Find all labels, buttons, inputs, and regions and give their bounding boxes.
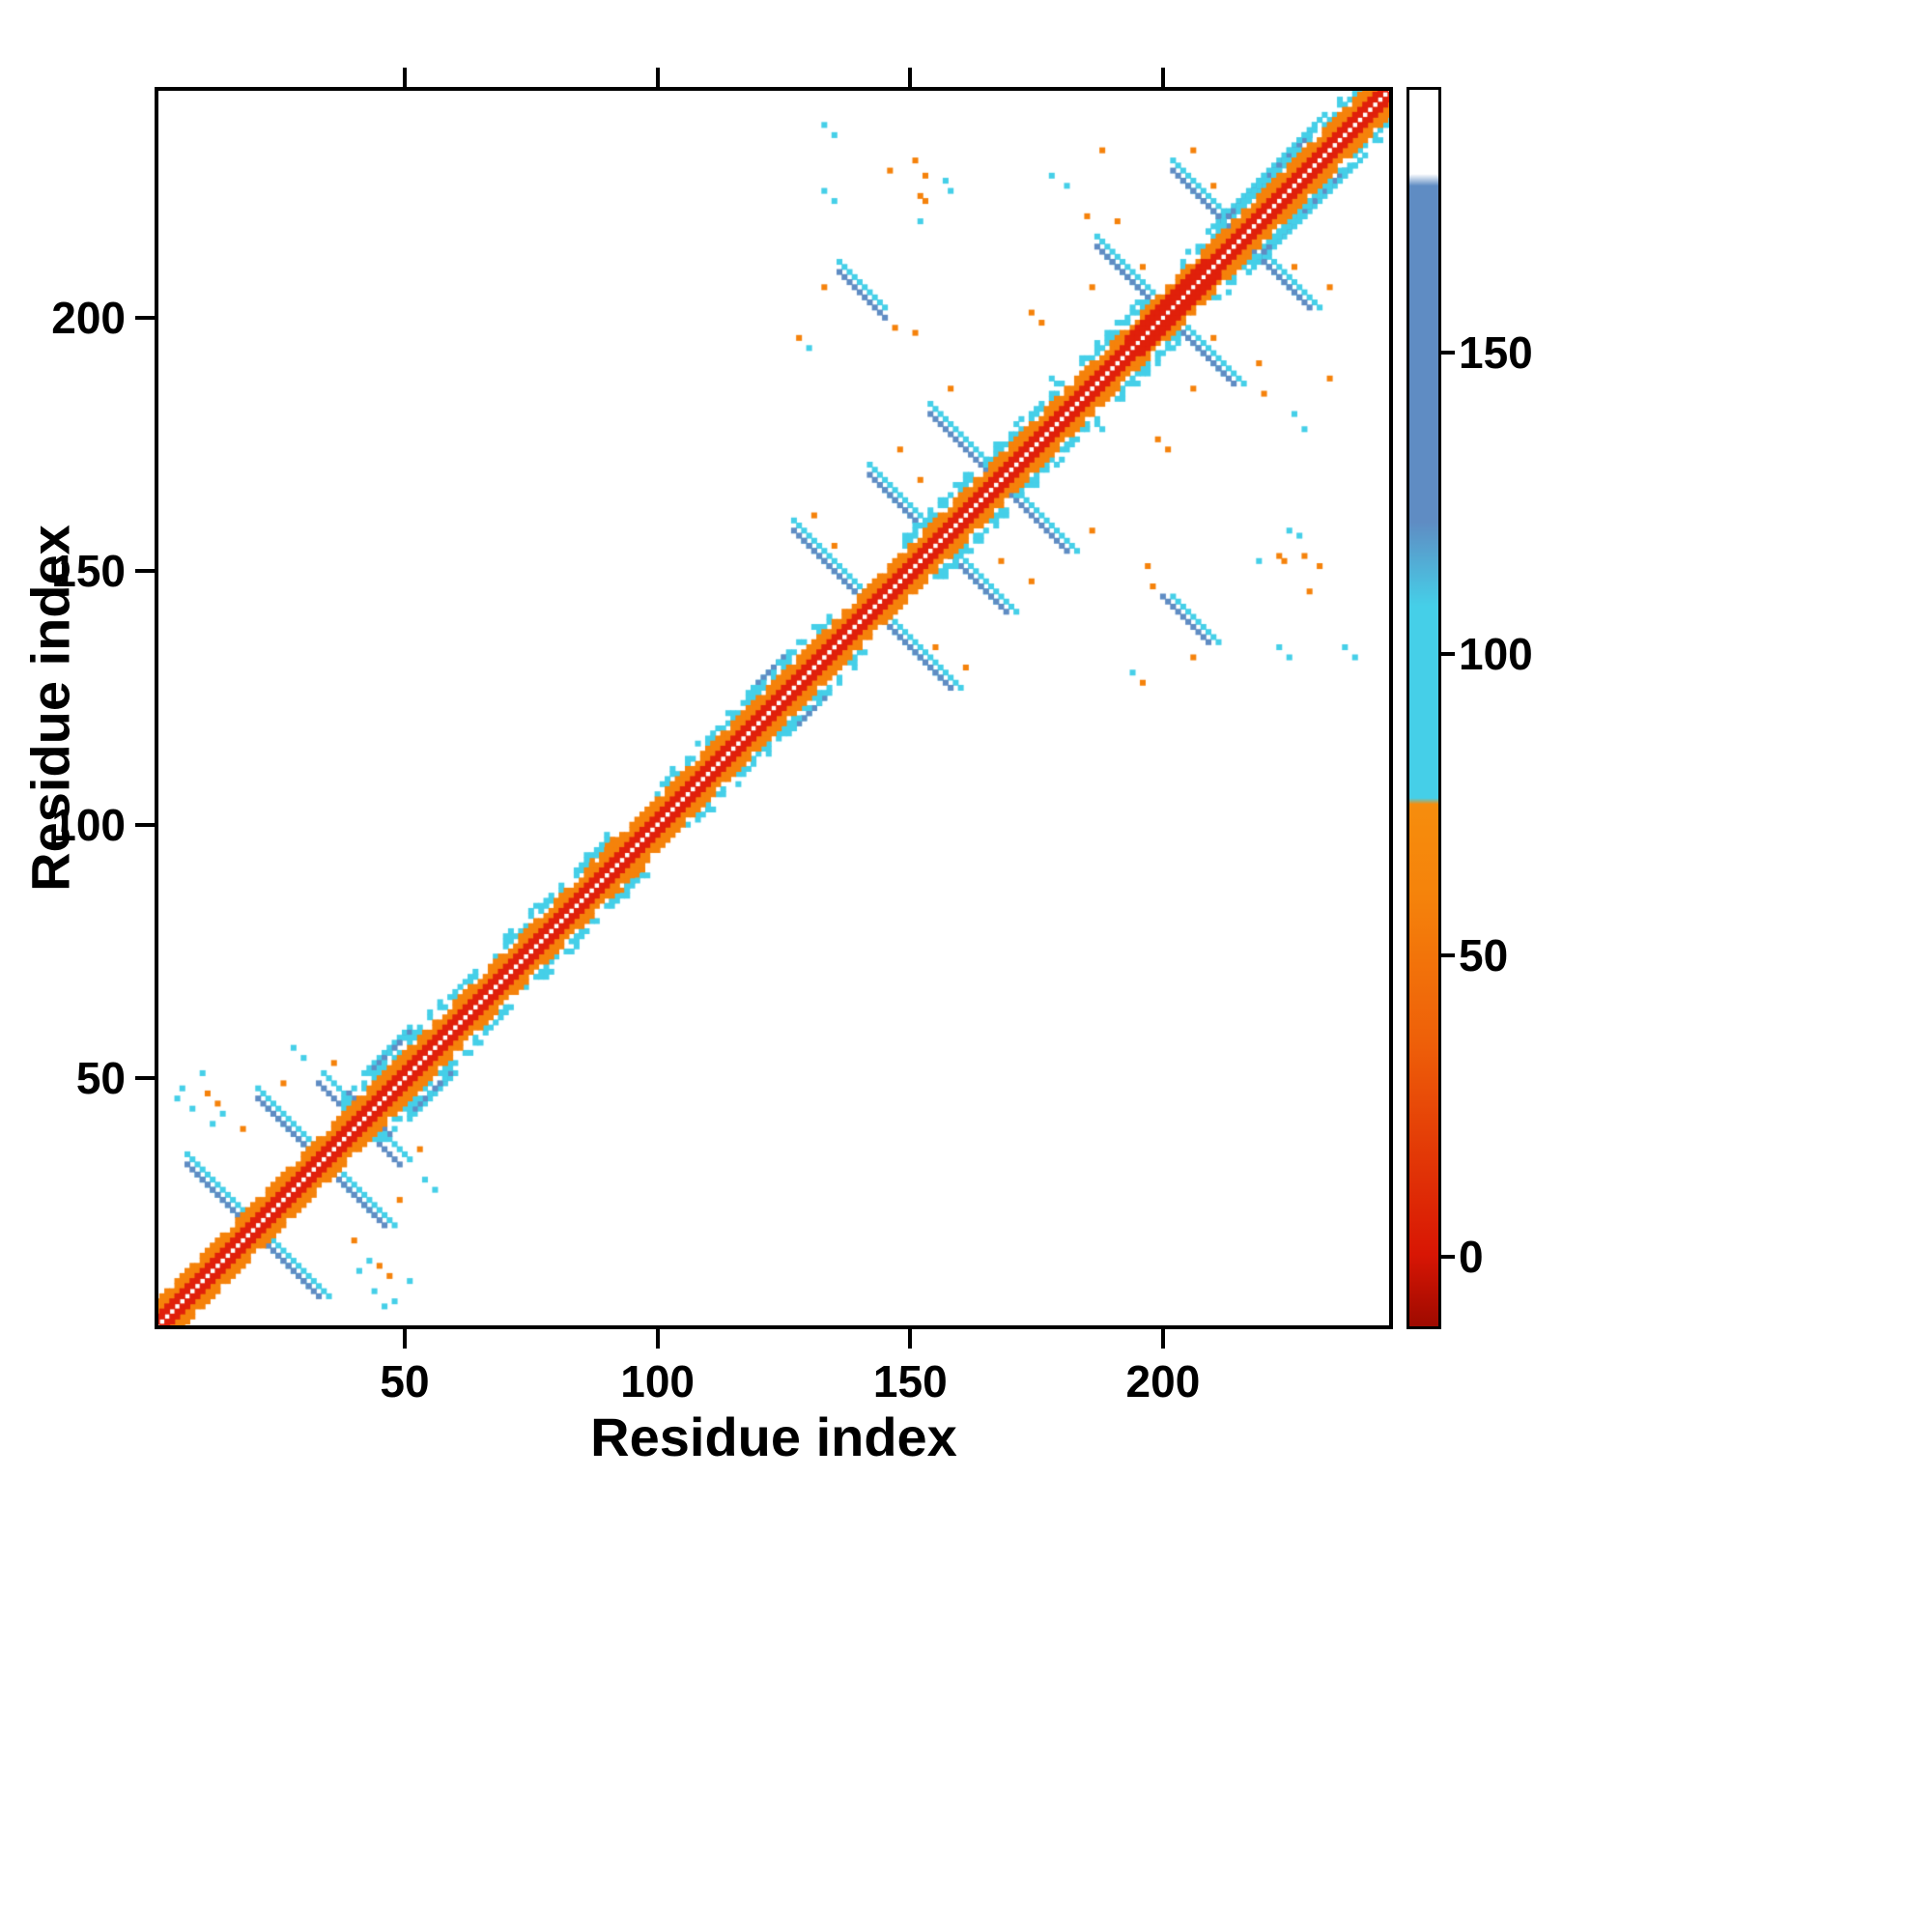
x-tick-mark-top	[1160, 68, 1165, 87]
contact-map-canvas	[155, 87, 1393, 1329]
x-tick-label: 200	[1125, 1356, 1201, 1406]
colorbar-tick-mark	[1441, 651, 1455, 656]
y-tick-label: 150	[51, 546, 126, 597]
colorbar-gradient	[1409, 90, 1438, 1326]
y-tick-label: 100	[51, 799, 126, 850]
colorbar	[1406, 87, 1441, 1329]
x-tick-mark	[655, 1329, 660, 1349]
x-tick-mark-top	[908, 68, 913, 87]
x-tick-mark	[1160, 1329, 1165, 1349]
colorbar-tick-label: 150	[1459, 327, 1533, 378]
x-axis-label: Residue index	[590, 1406, 957, 1467]
x-tick-mark	[403, 1329, 408, 1349]
y-tick-mark	[135, 1076, 155, 1081]
y-tick-mark	[135, 569, 155, 574]
x-tick-label: 50	[380, 1356, 430, 1406]
y-tick-mark	[135, 822, 155, 827]
colorbar-tick-mark	[1441, 1255, 1455, 1260]
x-tick-label: 100	[620, 1356, 696, 1406]
colorbar-tick-mark	[1441, 350, 1455, 355]
x-tick-label: 150	[872, 1356, 948, 1406]
colorbar-tick-label: 50	[1459, 929, 1509, 980]
x-tick-mark	[908, 1329, 913, 1349]
x-tick-mark-top	[655, 68, 660, 87]
y-tick-mark	[135, 315, 155, 320]
y-tick-label: 50	[75, 1053, 126, 1104]
colorbar-tick-mark	[1441, 952, 1455, 957]
colorbar-tick-label: 100	[1459, 628, 1533, 679]
colorbar-tick-label: 0	[1459, 1232, 1484, 1283]
x-tick-mark-top	[403, 68, 408, 87]
y-tick-label: 200	[51, 292, 126, 343]
